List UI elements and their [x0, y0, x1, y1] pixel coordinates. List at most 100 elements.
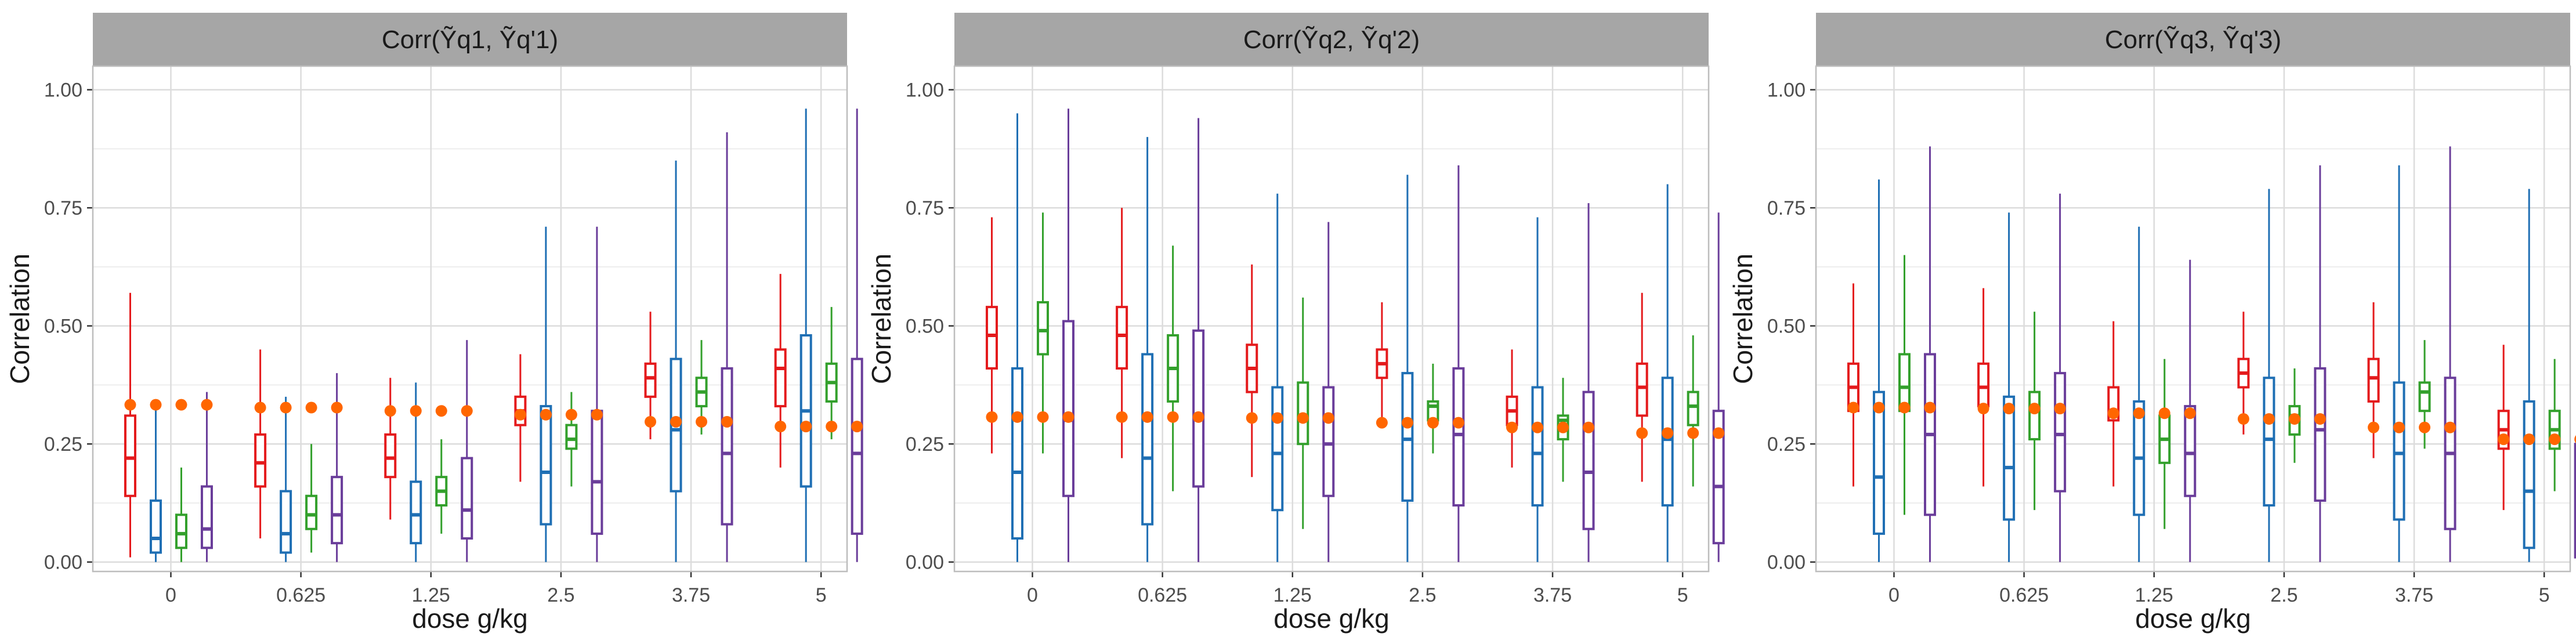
y-axis-title: Correlation — [866, 254, 896, 384]
facet-panel: Corr(Ỹq2, Ỹq'2) 0.00 0.25 0.50 0.75 1.00 0 0.62… — [866, 13, 1725, 634]
box-0.625 — [331, 373, 343, 562]
box-body — [331, 476, 343, 545]
box-0.625 — [305, 444, 318, 553]
reference-point — [2054, 403, 2066, 415]
box-body — [1582, 390, 1595, 530]
reference-point — [775, 421, 787, 433]
panel-border — [92, 65, 848, 573]
x-tick-label: 2.5 — [1409, 584, 1436, 606]
box-body — [1531, 386, 1544, 507]
reference-point — [2107, 407, 2119, 419]
reference-point — [1322, 412, 1334, 424]
box-body — [851, 357, 863, 535]
box-1.25 — [435, 439, 448, 534]
reference-point — [986, 411, 998, 423]
reference-point — [2498, 433, 2510, 446]
x-tick-label: 3.75 — [672, 584, 710, 606]
box-body — [2523, 400, 2535, 549]
box-body — [2263, 377, 2275, 507]
reference-point — [540, 408, 552, 421]
y-tick-label: 1.00 — [906, 79, 944, 102]
facet-strip — [93, 13, 847, 66]
reference-point — [591, 408, 603, 421]
y-tick-label: 0.00 — [44, 552, 82, 574]
box-body — [2028, 390, 2041, 441]
box-body — [305, 494, 318, 530]
x-tick-label: 1.25 — [1273, 584, 1312, 606]
facet-title: Corr(Ỹq1, Ỹq'1) — [382, 25, 558, 54]
y-tick-label: 0.75 — [906, 197, 944, 219]
reference-point — [1116, 411, 1128, 423]
reference-point — [1687, 427, 1699, 439]
reference-point — [1977, 403, 1989, 415]
box-3.75 — [1531, 217, 1544, 562]
box-body — [1011, 367, 1023, 540]
facet-title: Corr(Ỹq2, Ỹq'2) — [1243, 25, 1420, 54]
box-body — [254, 433, 267, 488]
x-tick-label: 1.25 — [412, 584, 450, 606]
reference-point — [696, 415, 708, 428]
series-2-boxes — [1011, 113, 1674, 562]
reference-point — [1037, 411, 1049, 423]
facet-panel: Corr(Ỹq1, Ỹq'1) 0.00 0.25 0.50 0.75 1.00 0 0.62… — [5, 13, 863, 634]
box-1.25 — [2184, 259, 2197, 562]
box-0 — [1036, 212, 1049, 454]
reference-point — [565, 408, 577, 421]
x-tick-label: 5 — [816, 584, 827, 606]
box-body — [175, 513, 187, 549]
box-5 — [774, 274, 787, 468]
series-1-boxes — [1847, 283, 2510, 511]
reference-point — [514, 408, 526, 421]
box-0.625 — [2003, 212, 2016, 562]
box-0.625 — [2054, 193, 2067, 562]
reference-point — [826, 421, 838, 433]
reference-point — [1713, 427, 1725, 439]
box-body — [774, 348, 787, 408]
box-body — [2393, 381, 2405, 521]
box-body — [985, 306, 998, 370]
box-5 — [1636, 292, 1648, 482]
reference-point — [150, 399, 162, 411]
reference-point — [2028, 403, 2040, 415]
box-body — [2054, 372, 2067, 493]
reference-point — [2444, 421, 2456, 433]
reference-point — [1506, 421, 1518, 433]
box-body — [721, 367, 733, 526]
box-2.5 — [2237, 312, 2250, 435]
reference-point — [435, 405, 447, 417]
reference-point — [254, 401, 266, 414]
reference-point — [201, 399, 213, 411]
box-0 — [1923, 146, 1936, 562]
reference-point — [1401, 417, 1413, 429]
x-tick-label: 3.75 — [1533, 584, 1572, 606]
reference-point — [1271, 412, 1283, 424]
x-tick-label: 0 — [1027, 584, 1038, 606]
reference-point — [1532, 421, 1544, 433]
x-tick-label: 2.5 — [2270, 584, 2298, 606]
x-tick-label: 1.25 — [2135, 584, 2173, 606]
y-tick-label: 0.50 — [906, 316, 944, 338]
reference-point — [124, 399, 136, 411]
y-tick-label: 0.50 — [1767, 316, 1806, 338]
facet-strip — [1816, 13, 2570, 66]
box-2.5 — [2314, 165, 2327, 562]
y-tick-label: 0.00 — [906, 552, 944, 574]
box-3.75 — [670, 160, 682, 562]
box-1.25 — [2133, 226, 2146, 562]
facet-strip — [954, 13, 1709, 66]
reference-point — [1376, 417, 1388, 429]
reference-point — [1583, 421, 1595, 433]
reference-point — [1141, 411, 1153, 423]
reference-point — [1873, 401, 1885, 414]
facet-title: Corr(Ỹq3, Ỹq'3) — [2105, 25, 2281, 54]
reference-point — [1011, 411, 1023, 423]
x-tick-label: 0.625 — [1138, 584, 1187, 606]
y-tick-label: 0.50 — [44, 316, 82, 338]
box-5 — [825, 307, 838, 440]
box-0 — [1898, 255, 1911, 515]
reference-point — [1246, 412, 1258, 424]
box-body — [1977, 362, 1990, 408]
box-body — [591, 410, 603, 535]
box-body — [2184, 405, 2197, 497]
reference-point — [175, 399, 187, 411]
